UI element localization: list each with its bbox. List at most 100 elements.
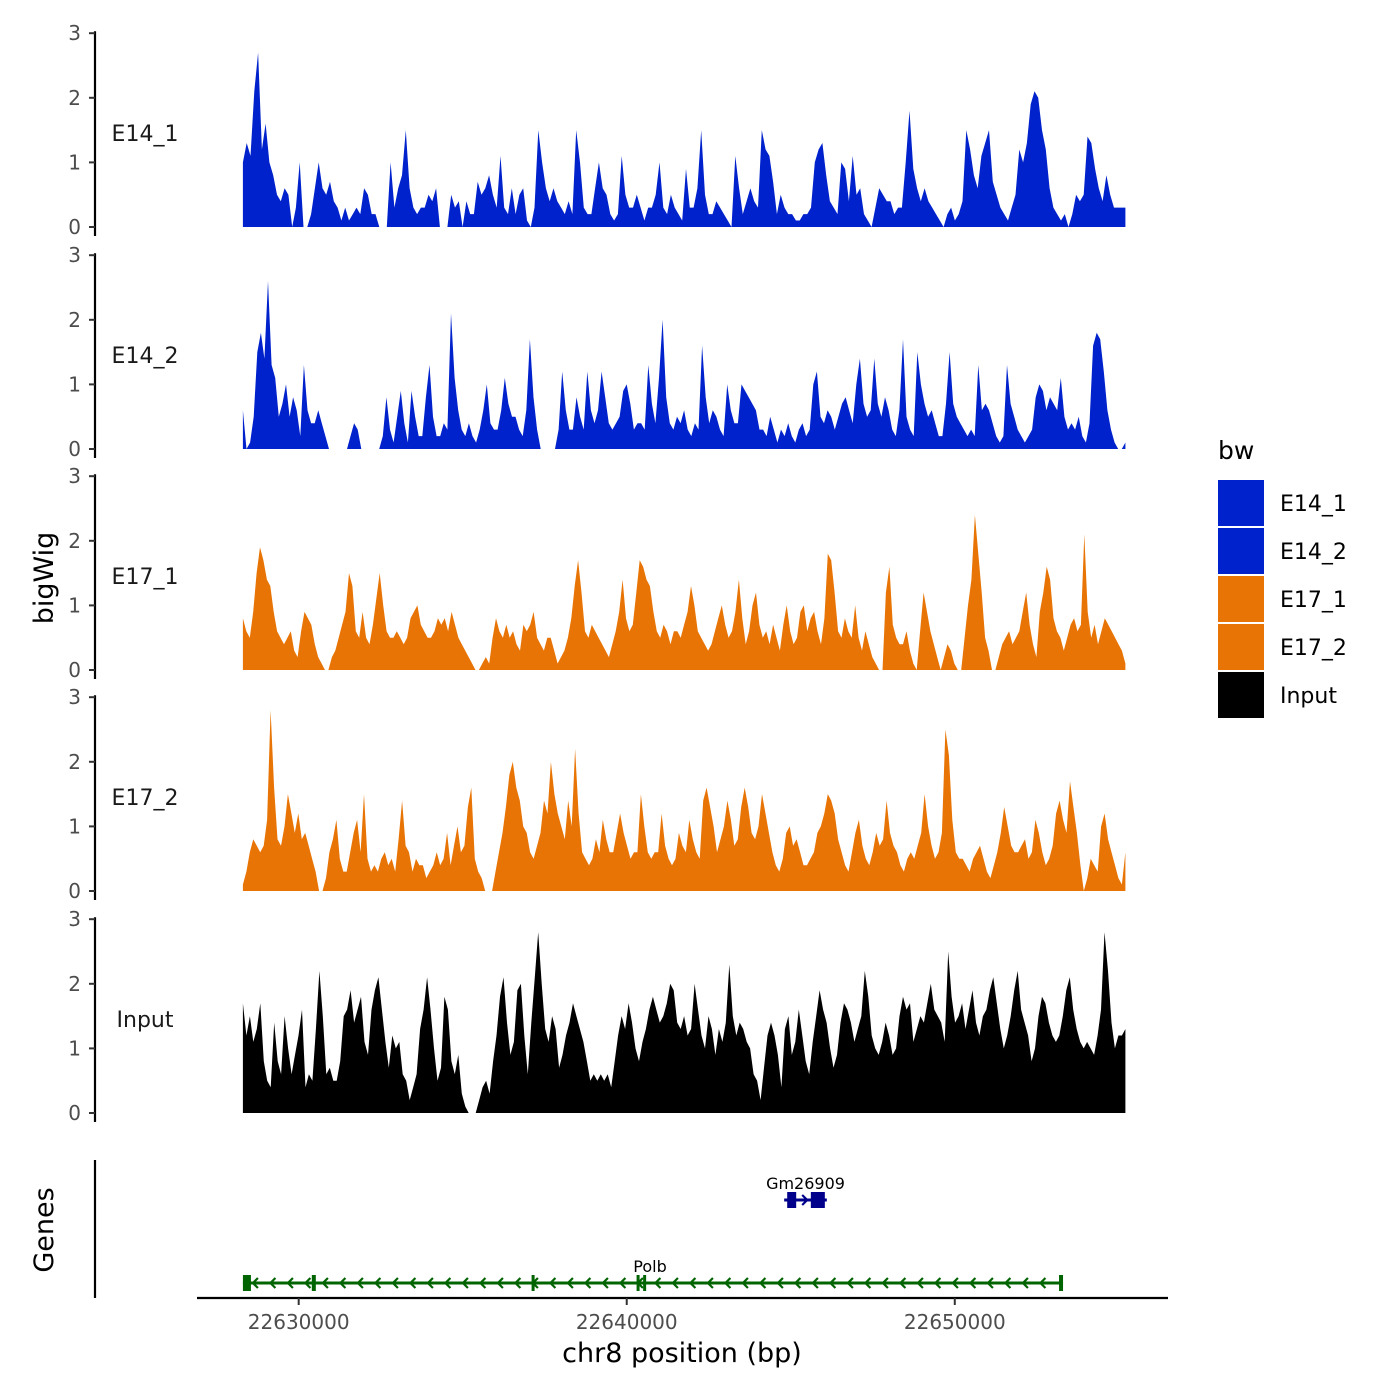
gene-label-Gm26909: Gm26909: [766, 1174, 845, 1193]
y-tick-label: 2: [68, 750, 81, 774]
track-label-Input: Input: [117, 1008, 174, 1033]
strand-arrow: [513, 1277, 522, 1289]
track-E17_2: 0 1 2 3 E17_2: [68, 685, 1126, 903]
strand-arrow: [671, 1277, 679, 1289]
legend-item-E14_2: E14_2: [1218, 528, 1347, 574]
strand-arrow: [321, 1277, 329, 1289]
legend-swatch: [1218, 480, 1264, 526]
strand-arrow: [863, 1277, 872, 1289]
strand-arrow: [811, 1277, 819, 1289]
y-tick-label: 1: [68, 150, 81, 174]
strand-arrow: [741, 1277, 749, 1289]
strand-arrow: [1021, 1277, 1029, 1289]
gene-Gm26909: Gm26909: [766, 1174, 845, 1208]
strand-arrow: [653, 1277, 662, 1289]
y-tick-label: 0: [68, 1101, 81, 1125]
gene-label-Polb: Polb: [633, 1257, 666, 1276]
genes-panel: Polb Gm26909: [93, 1160, 1064, 1298]
y-tick-label: 3: [68, 464, 81, 488]
strand-arrow: [933, 1277, 942, 1289]
legend-label: Input: [1280, 684, 1337, 709]
strand-arrow: [478, 1277, 487, 1289]
strand-arrow: [793, 1277, 802, 1289]
track-label-E17_2: E17_2: [112, 786, 179, 811]
x-tick-label: 22640000: [576, 1310, 678, 1334]
strand-arrow: [426, 1277, 434, 1289]
strand-arrow: [286, 1277, 294, 1289]
exon: [311, 1275, 316, 1291]
signal-area-E17_1: [242, 515, 1126, 670]
strand-arrow: [338, 1277, 347, 1289]
strand-arrow: [443, 1277, 452, 1289]
x-axis: 22630000 22640000 22650000: [197, 1296, 1168, 1334]
legend-item-E17_2: E17_2: [1218, 624, 1347, 670]
genes-axis-title: Genes: [29, 1187, 60, 1272]
strand-arrow: [303, 1277, 312, 1289]
track-label-E14_2: E14_2: [112, 344, 179, 369]
y-tick-label: 3: [68, 243, 81, 267]
track-label-E17_1: E17_1: [112, 565, 179, 590]
strand-arrow: [916, 1277, 924, 1289]
strand-arrow: [356, 1277, 364, 1289]
gene-Polb: Polb: [242, 1257, 1064, 1291]
strand-arrow: [618, 1277, 627, 1289]
strand-arrow: [881, 1277, 889, 1289]
y-tick-label: 3: [68, 907, 81, 931]
y-tick-label: 0: [68, 215, 81, 239]
y-tick-label: 1: [68, 814, 81, 838]
strand-arrow: [373, 1277, 382, 1289]
y-tick-label: 0: [68, 879, 81, 903]
exon: [643, 1275, 647, 1291]
y-tick-label: 0: [68, 658, 81, 682]
strand-arrow: [251, 1277, 259, 1289]
exon: [636, 1275, 640, 1291]
strand-arrow: [706, 1277, 714, 1289]
legend-item-E17_1: E17_1: [1218, 576, 1347, 622]
y-tick-label: 2: [68, 308, 81, 332]
track-label-E14_1: E14_1: [112, 122, 179, 147]
strand-arrow: [566, 1277, 574, 1289]
legend-label: E14_1: [1280, 492, 1347, 517]
strand-arrow: [801, 1194, 809, 1206]
legend-swatch: [1218, 528, 1264, 574]
exon: [242, 1275, 251, 1291]
signal-area-Input: [242, 932, 1126, 1113]
strand-arrow: [898, 1277, 907, 1289]
strand-arrow: [548, 1277, 557, 1289]
strand-arrow: [583, 1277, 592, 1289]
signal-area-E14_2: [242, 281, 1126, 449]
x-axis-title: chr8 position (bp): [562, 1338, 802, 1369]
legend-label: E17_2: [1280, 636, 1347, 661]
signal-area-E17_2: [242, 710, 1126, 891]
legend-label: E14_2: [1280, 540, 1347, 565]
y-tick-label: 3: [68, 685, 81, 709]
exon: [787, 1192, 797, 1208]
strand-arrow: [1003, 1277, 1012, 1289]
legend-label: E17_1: [1280, 588, 1347, 613]
strand-arrow: [496, 1277, 504, 1289]
legend-swatch: [1218, 672, 1264, 718]
strand-arrow: [688, 1277, 697, 1289]
strand-arrow: [461, 1277, 469, 1289]
exon: [1059, 1275, 1064, 1291]
y-tick-label: 1: [68, 593, 81, 617]
legend-item-E14_1: E14_1: [1218, 480, 1347, 526]
strand-arrow: [846, 1277, 854, 1289]
track-Input: 0 1 2 3 Input: [68, 907, 1126, 1125]
track-E14_2: 0 1 2 3 E14_2: [68, 243, 1126, 461]
strand-arrow: [601, 1277, 609, 1289]
strand-arrow: [1038, 1277, 1047, 1289]
y-tick-label: 0: [68, 437, 81, 461]
strand-arrow: [986, 1277, 994, 1289]
track-E14_1: 0 1 2 3 E14_1: [68, 21, 1126, 239]
strand-arrow: [828, 1277, 837, 1289]
strand-arrow: [951, 1277, 959, 1289]
strand-arrow: [408, 1277, 417, 1289]
legend: E14_1 E14_2 E17_1 E17_2 Input: [1218, 480, 1347, 718]
strand-arrow: [268, 1277, 277, 1289]
strand-arrow: [723, 1277, 732, 1289]
legend-swatch: [1218, 624, 1264, 670]
y-axis-title: bigWig: [29, 532, 60, 625]
strand-arrow: [758, 1277, 767, 1289]
